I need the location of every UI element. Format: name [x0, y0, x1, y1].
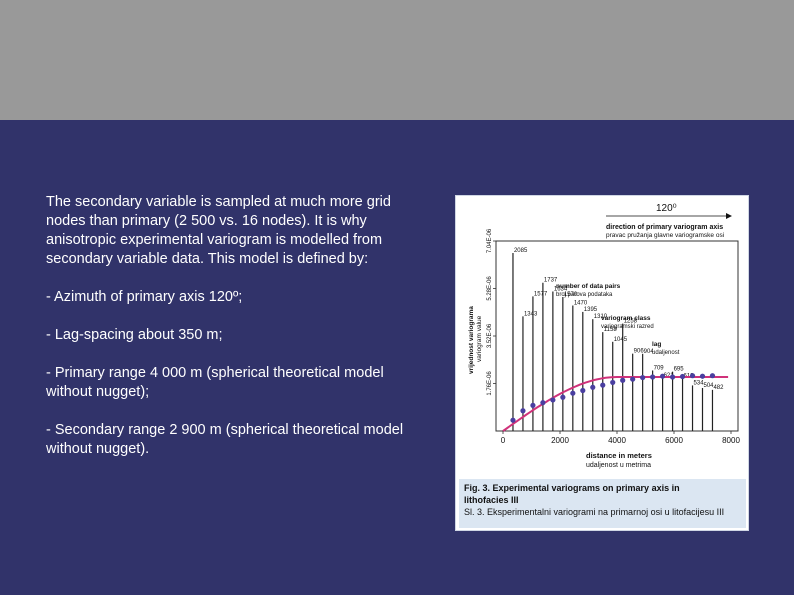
pair-count-label: 1395 — [584, 307, 598, 313]
variogram-point — [600, 382, 606, 388]
variogram-point — [610, 379, 616, 386]
intro-paragraph: The secondary variable is sampled at muc… — [46, 194, 391, 267]
slide-header-band — [0, 0, 794, 120]
azimuth-caption: direction of primary variogram axis — [606, 224, 723, 231]
variogram-points — [510, 373, 716, 423]
pair-count-label: 1634 — [554, 287, 568, 293]
pair-count-label: 709 — [654, 365, 665, 371]
azimuth-label: 120⁰ — [656, 203, 677, 214]
y-tick-label: 5.28E-06 — [487, 276, 493, 301]
y-tick-label: 7.04E-06 — [487, 228, 493, 253]
azimuth-caption-hr: pravac pružanja glavne variogramske osi — [606, 232, 724, 239]
pair-count-label: 504 — [704, 383, 715, 389]
pair-count-label: 1577 — [534, 291, 548, 297]
x-tick-label: 4000 — [608, 436, 626, 445]
pair-count-label: 2085 — [514, 248, 528, 254]
y-tick-label: 3.52E-06 — [487, 323, 493, 348]
variogram-point — [699, 373, 706, 379]
lag-annotation-hr: udaljenost — [652, 350, 680, 356]
bullet-lag: - Lag-spacing about 350 m; — [46, 327, 223, 343]
variogram-point — [560, 394, 566, 400]
x-tick-label: 0 — [501, 436, 506, 445]
caption-line-2: lithofacies III — [464, 495, 519, 505]
caption-line-3: Sl. 3. Eksperimentalni variogrami na pri… — [464, 507, 725, 517]
y-axis-ticks: 1.76E-06 3.52E-06 5.28E-06 7.04E-06 — [487, 228, 496, 396]
variogram-point — [540, 400, 546, 406]
variogram-point — [580, 387, 586, 394]
pair-count-label: 1258 — [624, 319, 638, 325]
variogram-point — [570, 390, 576, 396]
pairs-annotation-hr: broj parova podataka — [556, 292, 613, 298]
variogram-figure: 120⁰ direction of primary variogram axis… — [455, 195, 749, 531]
variogram-point — [660, 373, 666, 379]
variogram-point — [689, 373, 696, 379]
pair-count-bars — [512, 253, 714, 431]
bullet-secondary-range: - Secondary range 2 900 m (spherical the… — [46, 422, 404, 457]
variogram-point — [510, 417, 516, 423]
variogram-point — [620, 377, 626, 383]
variogram-point — [550, 397, 556, 403]
pairs-annotation: number of data pairs — [556, 283, 621, 290]
y-tick-label: 1.76E-06 — [487, 371, 493, 396]
y-axis-title: variogram value — [476, 315, 483, 362]
pair-count-label: 1737 — [544, 278, 558, 284]
variogram-chart: 120⁰ direction of primary variogram axis… — [468, 203, 740, 469]
lag-annotation: lag — [652, 341, 661, 348]
variogram-point — [669, 374, 676, 380]
caption-line-1: Fig. 3. Experimental variograms on prima… — [464, 483, 680, 493]
pair-count-label: 695 — [674, 367, 685, 373]
pair-count-label: 621 — [664, 373, 675, 379]
pair-count-label: 1570 — [564, 292, 578, 298]
x-axis-ticks: 0 2000 4000 6000 8000 — [501, 431, 740, 445]
variogram-point — [679, 373, 686, 380]
variogram-point — [520, 408, 526, 414]
pair-count-label: 534 — [694, 380, 705, 386]
y-axis-title-hr: vrijednost variograma — [468, 306, 475, 374]
class-annotation: variogram class — [601, 315, 651, 322]
pair-count-label: 906 — [634, 349, 645, 355]
pair-count-label: 482 — [713, 385, 724, 391]
bullet-azimuth: - Azimuth of primary axis 120º; — [46, 289, 243, 305]
pair-count-label: 1158 — [604, 327, 618, 333]
pair-count-label: 1343 — [524, 311, 538, 317]
x-axis-title-hr: udaljenost u metrima — [586, 462, 651, 469]
azimuth-arrowhead — [726, 213, 732, 219]
variogram-point — [530, 402, 536, 408]
variogram-point — [630, 376, 636, 382]
class-annotation-hr: variogramski razred — [601, 324, 654, 330]
pair-count-label: 1310 — [594, 314, 608, 320]
x-tick-label: 6000 — [665, 436, 683, 445]
slide-text: The secondary variable is sampled at muc… — [46, 193, 426, 478]
variogram-point — [650, 374, 656, 380]
bullet-primary-range: - Primary range 4 000 m (spherical theor… — [46, 365, 384, 400]
x-tick-label: 2000 — [551, 436, 569, 445]
x-tick-label: 8000 — [722, 436, 740, 445]
x-axis-title: distance in meters — [586, 451, 652, 460]
variogram-point — [640, 374, 646, 381]
pair-count-label: 904 — [644, 349, 655, 355]
pair-count-label: 1045 — [614, 337, 628, 343]
pair-count-label: 1470 — [574, 301, 588, 307]
variogram-point — [590, 384, 596, 390]
figure-caption: Fig. 3. Experimental variograms on prima… — [459, 479, 746, 528]
variogram-point — [709, 373, 716, 379]
